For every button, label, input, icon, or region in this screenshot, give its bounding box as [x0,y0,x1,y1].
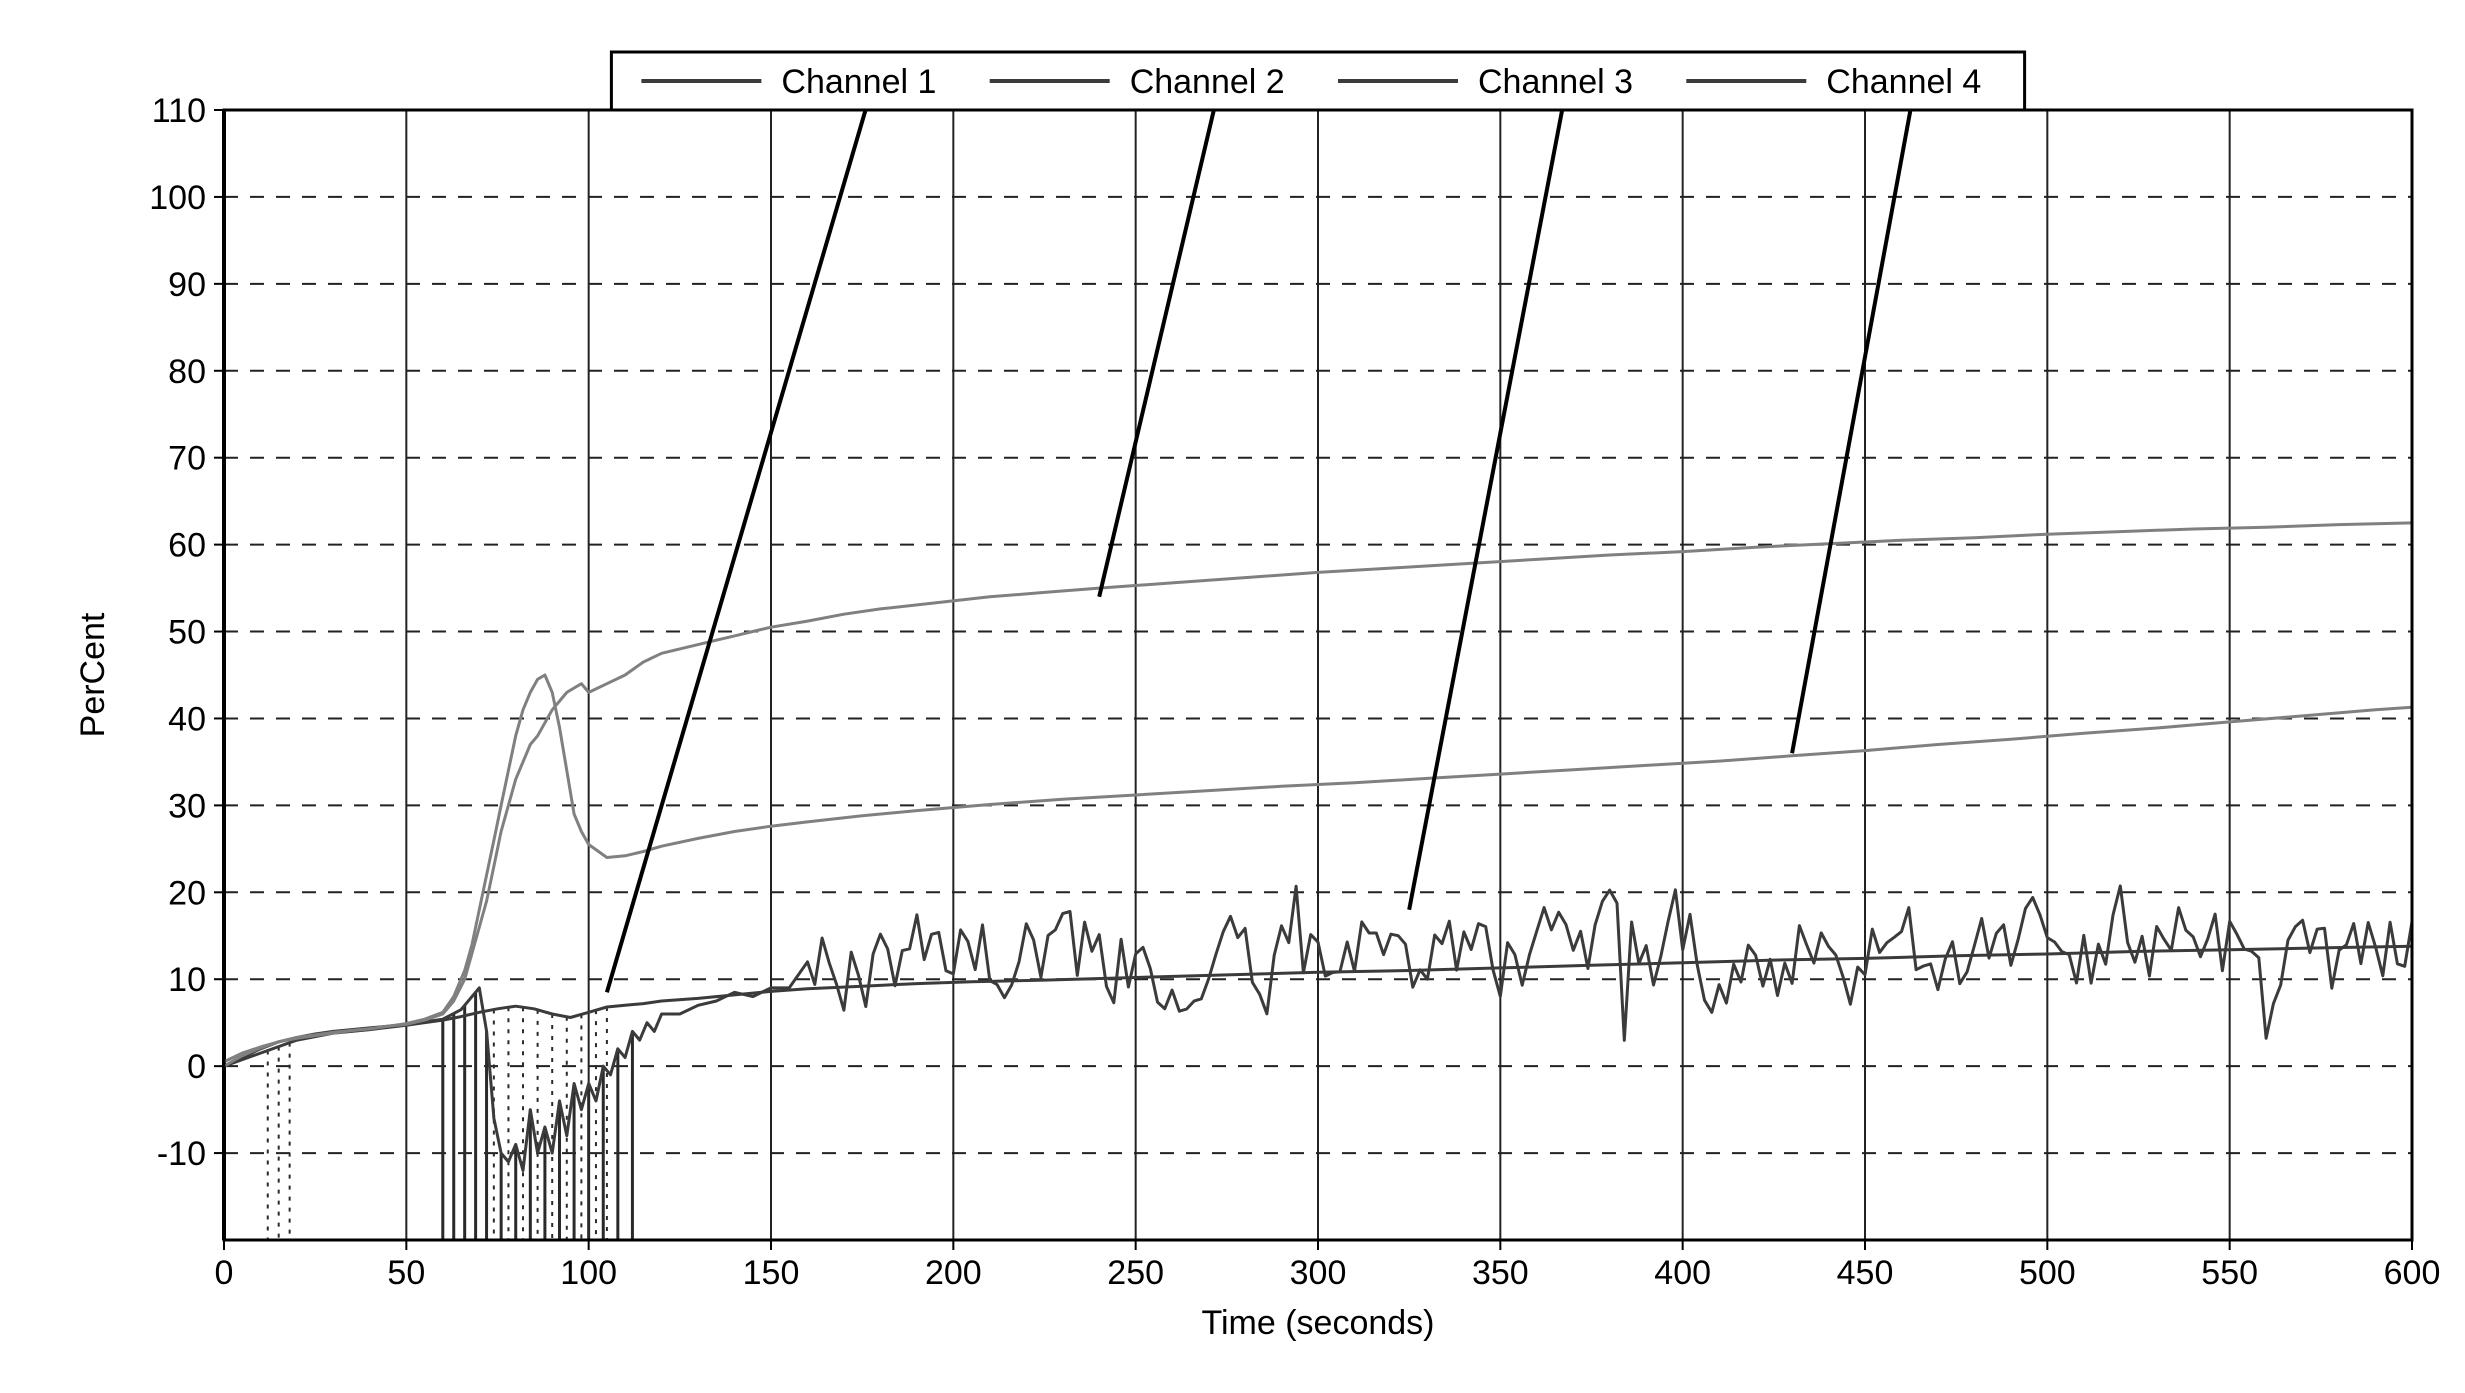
x-tick-label: 300 [1290,1254,1347,1292]
y-tick-label: 60 [168,527,206,565]
y-tick-label: 0 [187,1048,206,1086]
y-tick-label: 40 [168,700,206,738]
x-tick-label: 600 [2384,1254,2441,1292]
legend-label: Channel 1 [781,63,936,101]
y-tick-label: 110 [152,92,206,130]
x-tick-label: 150 [743,1254,800,1292]
y-axis-label: PerCent [74,612,112,737]
y-tick-label: 30 [168,787,206,825]
y-tick-label: 80 [168,353,206,391]
x-tick-label: 0 [215,1254,234,1292]
y-tick-label: 10 [168,961,206,999]
legend: Channel 1 Channel 2 Channel 3 Channel 4 [611,52,2024,110]
x-tick-label: 400 [1654,1254,1711,1292]
y-tick-label: -10 [157,1135,206,1173]
x-tick-label: 50 [387,1254,425,1292]
y-tick-label: 90 [168,266,206,304]
chart-background [0,0,2465,1393]
legend-label: Channel 2 [1130,63,1285,101]
x-tick-label: 550 [2201,1254,2258,1292]
y-tick-label: 20 [168,874,206,912]
x-tick-label: 350 [1472,1254,1529,1292]
legend-label: Channel 4 [1826,63,1981,101]
x-tick-label: 450 [1837,1254,1894,1292]
y-tick-label: 50 [168,614,206,652]
x-tick-label: 100 [560,1254,617,1292]
x-tick-label: 250 [1107,1254,1164,1292]
x-tick-label: 500 [2019,1254,2076,1292]
y-tick-label: 100 [149,179,206,217]
legend-label: Channel 3 [1478,63,1633,101]
y-tick-label: 70 [168,440,206,478]
x-axis-label: Time (seconds) [1201,1304,1434,1342]
chart-container: 0 50 100 150 200 250 300 350 400 450 500 550 600 -10 0… [0,0,2465,1393]
line-chart: 0 50 100 150 200 250 300 350 400 450 500 550 600 -10 0… [0,0,2465,1393]
x-tick-label: 200 [925,1254,982,1292]
